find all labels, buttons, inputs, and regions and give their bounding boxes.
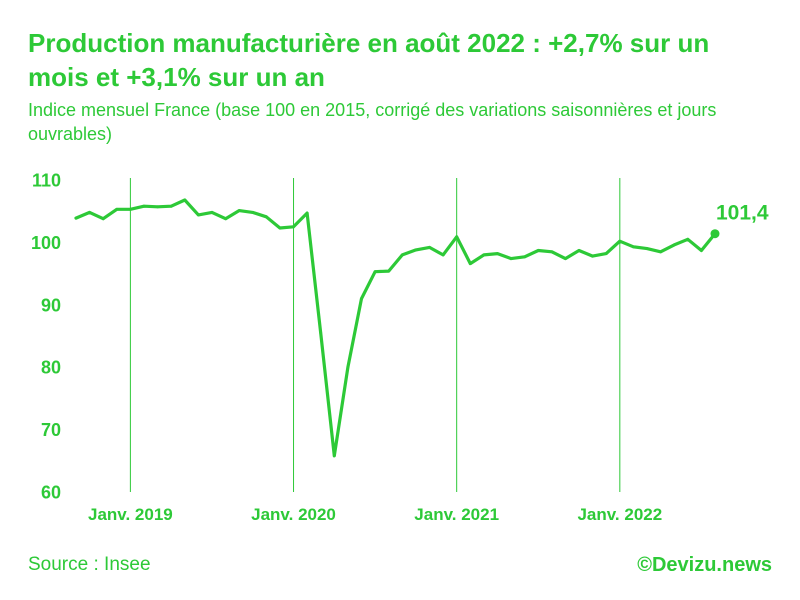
data-point <box>210 211 214 214</box>
data-point <box>577 249 581 252</box>
data-point <box>428 246 431 249</box>
y-tick-label: 80 <box>41 358 61 378</box>
data-point <box>115 207 119 211</box>
data-point <box>468 262 472 265</box>
x-tick-label: Janv. 2019 <box>88 505 173 524</box>
data-point <box>156 205 160 209</box>
data-point <box>264 215 268 219</box>
data-point <box>441 253 445 257</box>
data-point <box>414 248 418 252</box>
y-tick-label: 110 <box>32 171 61 191</box>
y-tick-label: 70 <box>41 420 61 440</box>
data-point <box>88 211 91 214</box>
data-point <box>400 253 404 257</box>
data-point <box>618 239 622 243</box>
highlight-marker <box>710 229 720 239</box>
chart-subtitle: Indice mensuel France (base 100 en 2015,… <box>28 100 717 144</box>
data-point <box>659 250 662 254</box>
data-point <box>455 235 459 239</box>
data-point <box>251 211 255 214</box>
x-tick-label: Janv. 2022 <box>577 505 662 524</box>
y-tick-label: 90 <box>41 295 61 315</box>
data-point <box>278 226 282 230</box>
data-point <box>523 255 527 259</box>
data-point <box>142 204 146 208</box>
data-point <box>672 243 676 247</box>
data-point <box>482 253 486 257</box>
source-note: Source : Insee <box>28 554 151 575</box>
data-point <box>346 365 350 369</box>
data-point <box>387 269 391 273</box>
data-point <box>360 297 363 300</box>
data-point <box>550 250 554 254</box>
data-point <box>686 237 690 241</box>
data-point <box>536 249 540 252</box>
data-point <box>292 225 295 229</box>
data-point <box>332 454 336 458</box>
data-point <box>183 198 187 202</box>
data-point <box>564 257 567 260</box>
data-point <box>319 331 323 335</box>
data-point <box>169 204 173 208</box>
data-point <box>509 257 513 260</box>
data-point <box>74 216 78 220</box>
data-point <box>101 217 105 221</box>
y-tick-label: 60 <box>41 483 61 503</box>
series-line <box>74 198 717 458</box>
annotation-label: 101,4 <box>716 202 769 225</box>
data-point <box>645 247 649 251</box>
data-point <box>197 213 200 217</box>
data-point <box>237 209 241 213</box>
data-point <box>632 245 635 249</box>
chart-title: Production manufacturière en août 2022 :… <box>28 28 710 92</box>
brand-credit: ©Devizu.news <box>637 554 772 576</box>
data-point <box>604 252 608 256</box>
data-point <box>591 254 594 258</box>
x-tick-label: Janv. 2021 <box>414 505 499 524</box>
data-point <box>129 207 132 211</box>
x-tick-label: Janv. 2020 <box>251 505 336 524</box>
y-tick-label: 100 <box>31 233 61 253</box>
data-point <box>496 252 499 256</box>
data-point <box>700 249 703 252</box>
data-point <box>305 211 309 215</box>
data-point <box>224 217 228 221</box>
data-point <box>373 270 377 274</box>
